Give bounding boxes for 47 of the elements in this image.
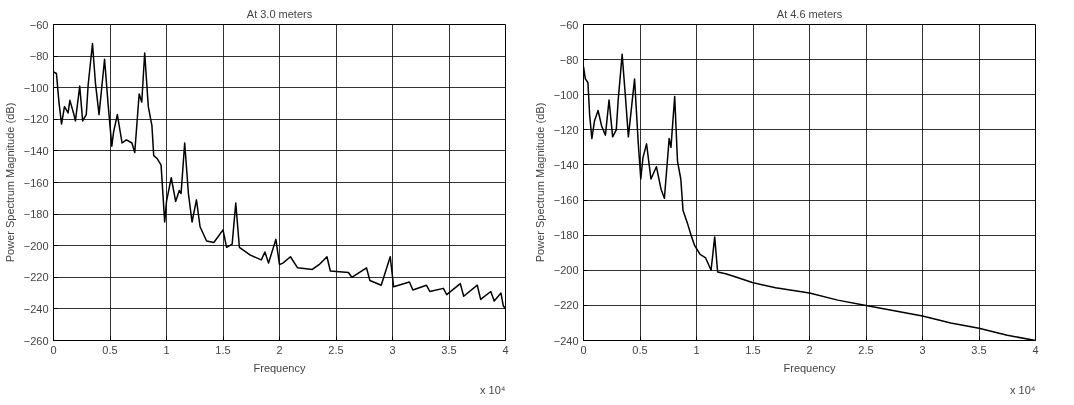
y-tick-label: −60 [29,18,49,31]
y-tick-label: −200 [553,264,579,277]
y-tick-label: −240 [553,334,579,347]
x-axis-title: Frequency [783,361,836,374]
x-tick-label: 2.5 [328,343,344,356]
x-tick-label: 0.5 [102,343,118,356]
y-tick-label: −260 [23,334,49,347]
y-tick-label: −220 [23,271,49,284]
y-tick-label: −180 [553,229,579,242]
x-tick-label: 3.5 [971,343,987,356]
y-tick-label: −160 [553,194,579,207]
x-tick-label: 2 [276,343,283,356]
x-tick-label: 3.5 [441,343,457,356]
x-tick-label: 0 [50,343,57,356]
x-tick-label: 1.5 [745,343,761,356]
x-tick-label: 2.5 [858,343,874,356]
y-tick-label: −160 [23,176,49,189]
x-tick-label: 1 [693,343,700,356]
x-tick-label: 0 [580,343,587,356]
y-tick-label: −120 [553,123,579,136]
y-tick-label: −180 [23,208,49,221]
x-tick-label: 4 [502,343,509,356]
text: x 10⁴ [479,383,506,396]
y-axis-title: Power Spectrum Magnitude (dB) [3,102,16,263]
x-tick-label: 2 [806,343,813,356]
y-tick-label: −140 [553,158,579,171]
y-tick-label: −80 [29,50,49,63]
chart-title: At 4.6 meters [776,7,843,20]
y-tick-label: −120 [23,113,49,126]
x-tick-label: 3 [389,343,396,356]
y-tick-label: −220 [553,299,579,312]
y-tick-label: −240 [23,302,49,315]
y-tick-label: −60 [559,18,579,31]
x-axis-title: Frequency [253,361,306,374]
y-axis-title: Power Spectrum Magnitude (dB) [533,102,546,263]
y-tick-label: −100 [553,88,579,101]
x-tick-label: 1 [163,343,170,356]
text: x 10⁴ [1009,383,1036,396]
x-tick-label: 4 [1032,343,1039,356]
x-tick-label: 0.5 [632,343,648,356]
chart-title: At 3.0 meters [246,7,313,20]
y-tick-label: −140 [23,144,49,157]
y-tick-label: −80 [559,53,579,66]
y-tick-label: −100 [23,81,49,94]
x-tick-label: 1.5 [215,343,231,356]
x-tick-label: 3 [919,343,926,356]
y-tick-label: −200 [23,239,49,252]
